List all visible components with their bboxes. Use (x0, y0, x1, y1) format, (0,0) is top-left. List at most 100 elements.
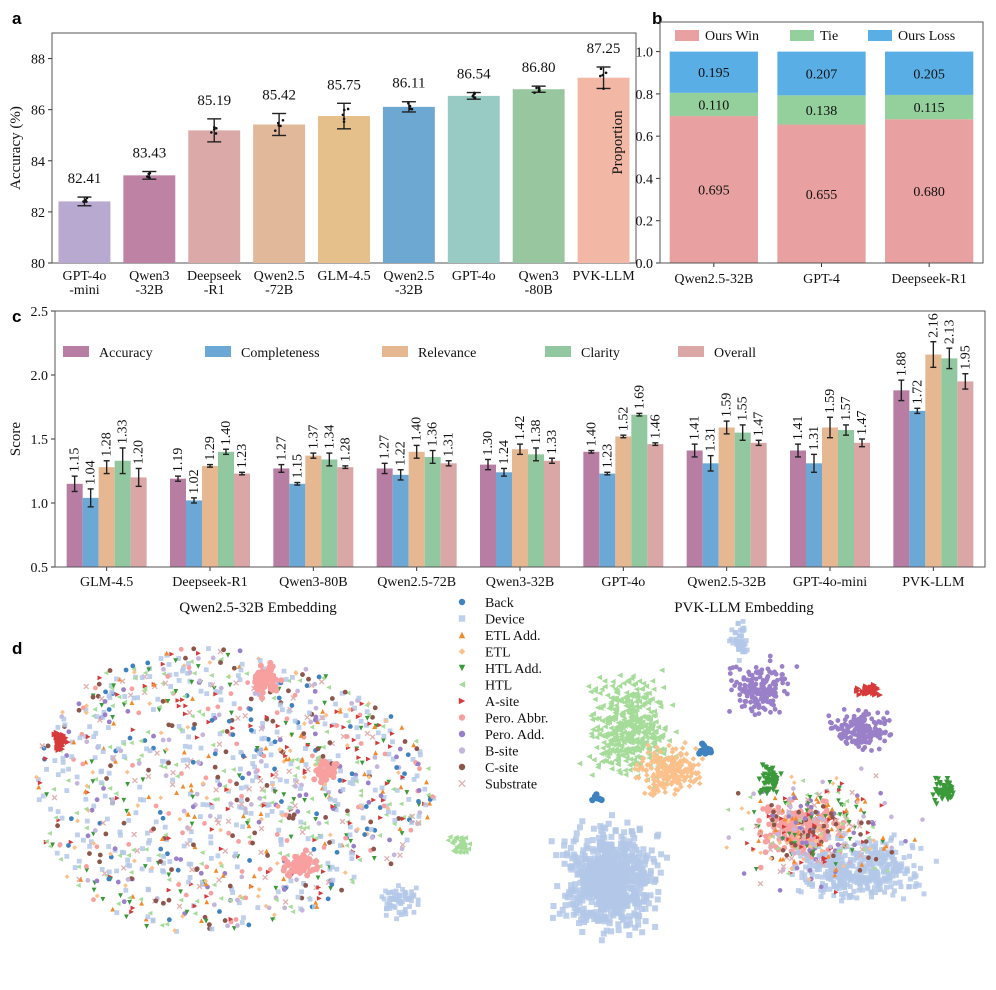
scatter-point (217, 909, 222, 914)
scatter-point (604, 718, 611, 725)
scatter-point (415, 819, 422, 826)
scatter-point (859, 820, 864, 826)
scatter-point (190, 804, 196, 810)
bar (305, 455, 322, 567)
scatter-point (599, 884, 606, 891)
scatter-point (118, 893, 123, 899)
scatter-point (181, 749, 187, 755)
scatter-point (374, 764, 380, 770)
scatter-point (576, 760, 583, 767)
scatter-point (619, 713, 626, 720)
scatter-point (641, 898, 648, 905)
scatter-point (261, 753, 267, 759)
scatter-point (238, 798, 244, 804)
scatter-point (130, 727, 136, 733)
x-tick-label: GPT-4o (601, 575, 645, 590)
scatter-point (159, 836, 165, 841)
scatter-point (583, 890, 590, 897)
scatter-point (100, 714, 106, 720)
scatter-point (388, 861, 394, 867)
scatter-point (859, 846, 866, 853)
scatter-point (548, 838, 555, 845)
scatter-point (770, 775, 776, 781)
scatter-point (842, 868, 848, 874)
scatter-point (286, 872, 293, 879)
scatter-point (888, 854, 894, 860)
bar (66, 483, 83, 567)
scatter-point (284, 778, 290, 784)
scatter-point (626, 932, 633, 939)
scatter-point (178, 897, 184, 903)
scatter-point (739, 633, 745, 639)
scatter-point (267, 866, 273, 872)
scatter-point (160, 900, 166, 906)
scatter-point (655, 724, 662, 730)
scatter-point (793, 820, 799, 825)
scatter-point (561, 838, 568, 845)
scatter-point (655, 737, 662, 744)
scatter-point (170, 769, 176, 776)
scatter-point (779, 672, 785, 677)
scatter-point (203, 667, 209, 673)
bar-segment (777, 95, 866, 125)
scatter-point (307, 896, 313, 902)
scatter-point (842, 717, 848, 723)
scatter-point (409, 898, 414, 904)
scatter-point (635, 857, 642, 864)
scatter-point (347, 724, 353, 729)
scatter-point (264, 802, 270, 808)
scatter-point (579, 897, 586, 904)
scatter-point (311, 776, 318, 783)
scatter-point (839, 891, 845, 897)
scatter-point (279, 812, 285, 818)
scatter-point (138, 896, 144, 902)
scatter-point (615, 852, 622, 859)
scatter-point (595, 764, 601, 770)
y-tick-label: 0.0 (636, 257, 654, 272)
scatter-point (602, 683, 608, 690)
scatter-point (653, 699, 660, 705)
scatter-point (821, 823, 827, 829)
scatter-point (139, 866, 145, 872)
scatter-point (904, 866, 910, 872)
scatter-point (605, 895, 612, 902)
scatter-point (629, 831, 636, 838)
bar (186, 500, 202, 567)
scatter-point (860, 875, 866, 881)
scatter-point (774, 814, 779, 819)
scatter-point (774, 677, 780, 683)
scatter-point (161, 671, 167, 677)
scatter-point (106, 844, 112, 849)
scatter-point (589, 882, 596, 889)
scatter-point (364, 730, 371, 737)
scatter-point (627, 756, 634, 763)
scatter-point (663, 765, 670, 771)
scatter-point (674, 765, 680, 772)
scatter-point (666, 737, 672, 744)
scatter-point (194, 898, 200, 904)
scatter-point (785, 819, 791, 824)
scatter-point (866, 859, 872, 865)
scatter-point (151, 707, 156, 712)
scatter-point (873, 772, 879, 779)
scatter-point (394, 765, 400, 770)
scatter-point (84, 703, 89, 709)
scatter-point (796, 830, 801, 835)
scatter-point (798, 853, 804, 859)
scatter-point (652, 757, 659, 764)
scatter-point (606, 705, 612, 712)
scatter-point (766, 766, 773, 773)
scatter-point (587, 688, 594, 695)
scatter-point (217, 689, 223, 695)
value-label: 85.75 (327, 77, 361, 93)
scatter-point (874, 686, 881, 693)
x-tick-label: -mini (69, 283, 99, 298)
bar (941, 358, 958, 567)
x-tick-label: GPT-4o-mini (793, 575, 867, 590)
scatter-point (844, 723, 850, 728)
scatter-point (603, 905, 610, 912)
scatter-point (883, 729, 888, 735)
scatter-point (360, 815, 366, 821)
bar (512, 89, 565, 263)
scatter-point (629, 750, 636, 756)
